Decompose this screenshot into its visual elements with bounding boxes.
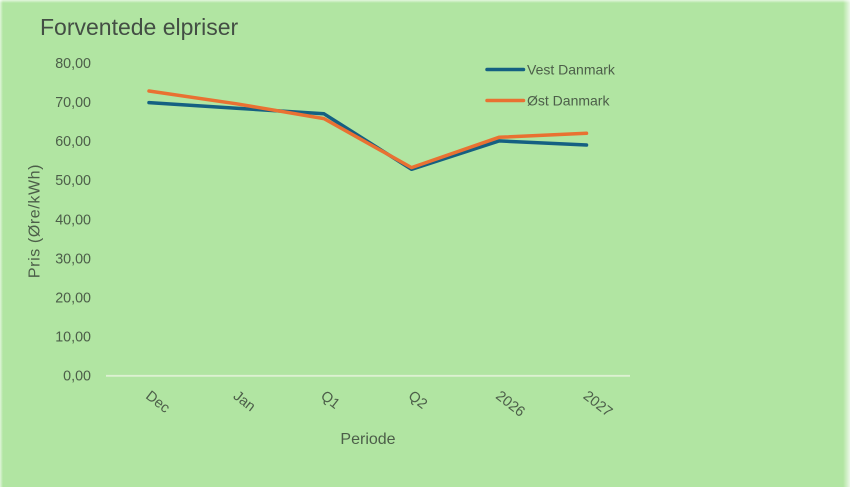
svg-text:Dec: Dec	[142, 388, 172, 416]
svg-text:Q1: Q1	[317, 388, 342, 413]
svg-text:2027: 2027	[580, 388, 615, 420]
svg-text:Q2: Q2	[405, 388, 430, 413]
svg-text:30,00: 30,00	[55, 251, 91, 267]
svg-text:Vest Danmark: Vest Danmark	[527, 62, 616, 78]
svg-text:70,00: 70,00	[55, 95, 91, 111]
svg-text:Øst Danmark: Øst Danmark	[527, 93, 610, 109]
svg-text:Pris (Øre/kWh): Pris (Øre/kWh)	[27, 164, 44, 278]
svg-text:10,00: 10,00	[55, 329, 91, 345]
svg-text:60,00: 60,00	[55, 134, 91, 150]
svg-text:Jan: Jan	[230, 388, 258, 415]
svg-text:20,00: 20,00	[55, 290, 91, 306]
svg-text:2026: 2026	[492, 388, 527, 420]
svg-text:50,00: 50,00	[55, 173, 91, 189]
svg-text:Periode: Periode	[340, 431, 395, 448]
svg-text:0,00: 0,00	[63, 369, 91, 385]
svg-text:80,00: 80,00	[55, 56, 91, 72]
svg-text:40,00: 40,00	[55, 212, 91, 228]
